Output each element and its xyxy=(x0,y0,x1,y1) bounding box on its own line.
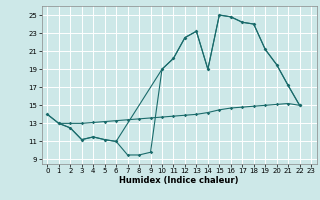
X-axis label: Humidex (Indice chaleur): Humidex (Indice chaleur) xyxy=(119,176,239,185)
